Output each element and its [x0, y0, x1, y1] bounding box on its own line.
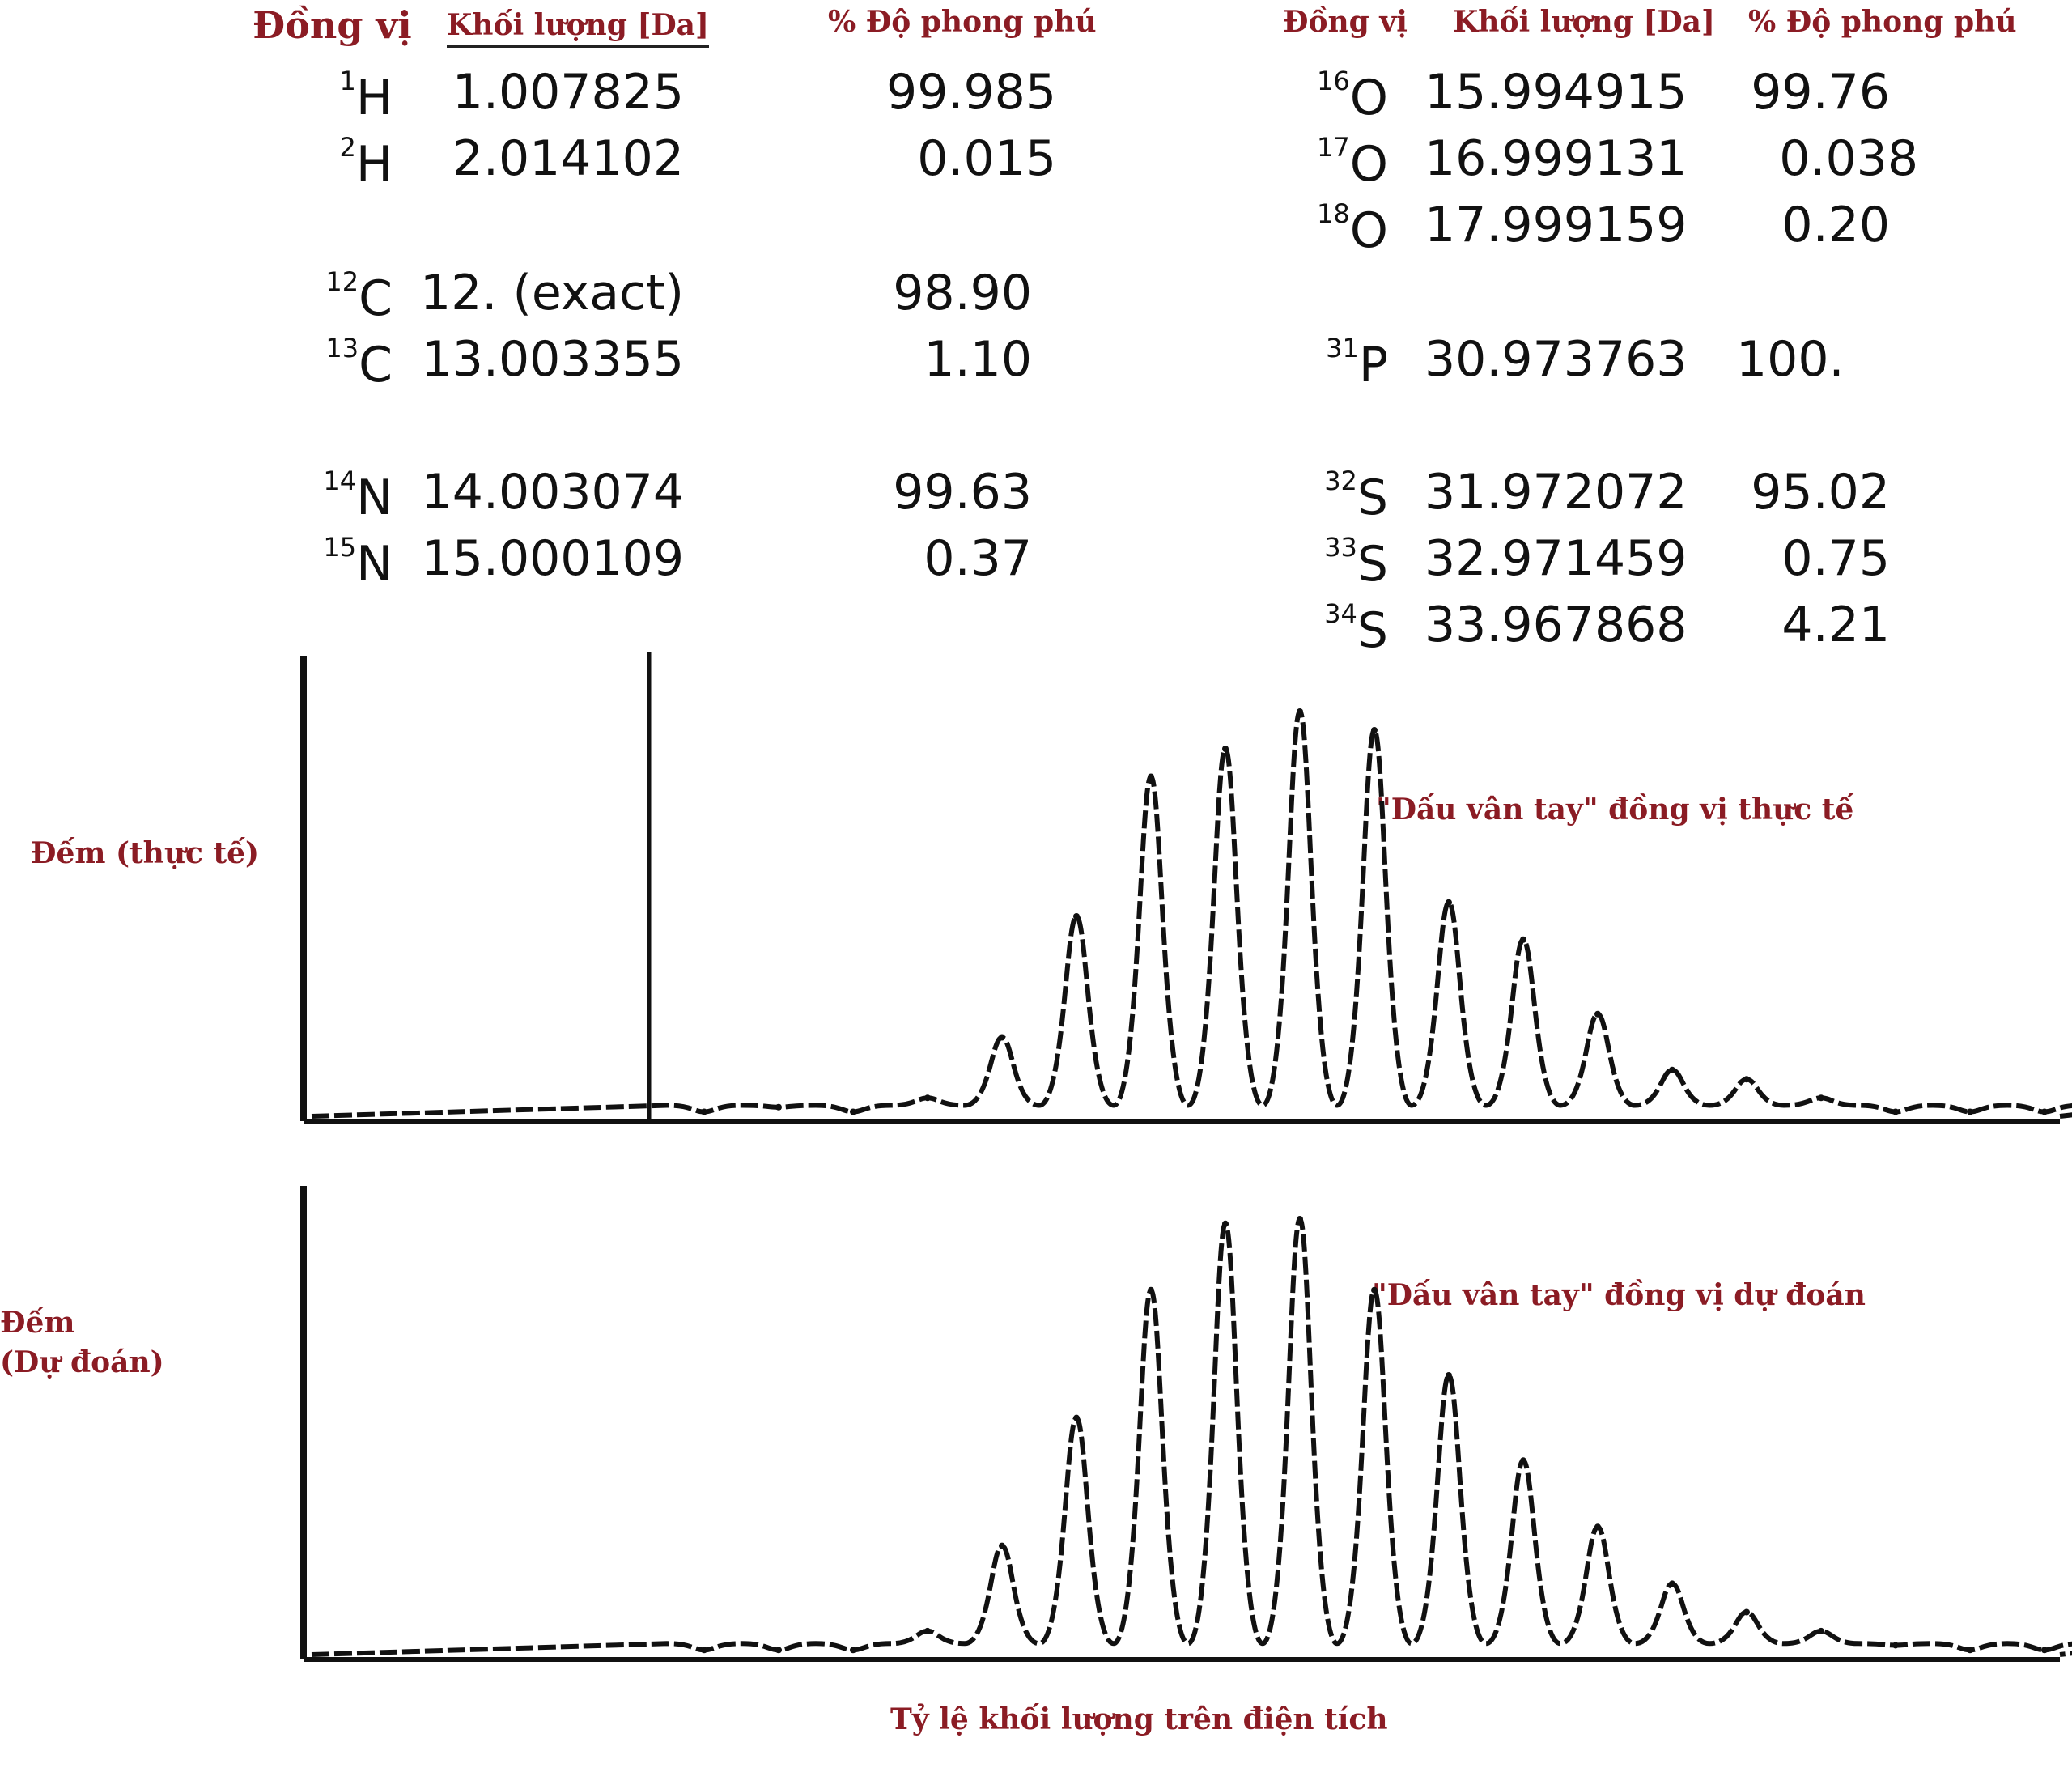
peak-point — [775, 1647, 782, 1654]
isotope-symbol: 2H — [339, 132, 393, 193]
peak-point — [1892, 1642, 1899, 1649]
right-header-mass: Khối lượng [Da] — [1453, 5, 1716, 39]
isotope-abundance: 0.37 — [923, 530, 1032, 587]
peak-point — [1446, 899, 1452, 906]
isotope-mass: 2.014102 — [452, 130, 684, 187]
isotope-symbol: 18O — [1317, 198, 1388, 259]
peak-point — [1073, 1414, 1080, 1421]
peak-point — [1297, 708, 1303, 715]
peak-point — [924, 1094, 931, 1102]
peak-point — [1073, 913, 1080, 920]
isotope-symbol: 34S — [1324, 598, 1388, 659]
x-axis-label: Tỷ lệ khối lượng trên điện tích — [890, 1702, 1388, 1736]
peak-point — [1222, 746, 1229, 752]
peak-point — [1669, 1066, 1675, 1073]
peak-point — [924, 1627, 931, 1634]
isotope-mass: 16.999131 — [1424, 130, 1688, 187]
isotope-mass: 1.007825 — [452, 64, 684, 121]
left-header-isotope: Đồng vị — [253, 3, 412, 47]
isotope-mass: 15.000109 — [421, 530, 684, 587]
peak-point — [1297, 1215, 1303, 1222]
isotope-abundance: 99.76 — [1751, 64, 1890, 121]
peak-point — [1669, 1580, 1675, 1587]
peak-point — [1520, 936, 1526, 943]
isotope-symbol: 16O — [1317, 66, 1388, 126]
isotope-abundance: 98.90 — [893, 265, 1032, 321]
isotope-mass: 12. (exact) — [420, 265, 684, 321]
peak-point — [701, 1647, 707, 1654]
spectrum-line — [311, 709, 2072, 1119]
right-header-abundance: % Độ phong phú — [1748, 5, 2017, 39]
peak-point — [1967, 1108, 1973, 1115]
isotope-mass: 32.971459 — [1424, 530, 1688, 587]
isotope-abundance: 0.038 — [1779, 130, 1918, 187]
peak-point — [1967, 1647, 1973, 1654]
isotope-abundance: 99.63 — [893, 464, 1032, 521]
isotope-mass: 31.972072 — [1424, 464, 1688, 521]
isotope-abundance: 95.02 — [1751, 464, 1890, 521]
peak-point — [1594, 1010, 1601, 1018]
isotope-symbol: 17O — [1317, 132, 1388, 193]
left-header-abundance: % Độ phong phú — [828, 5, 1097, 39]
isotope-abundance: 1.10 — [923, 331, 1032, 388]
peak-point — [999, 1542, 1005, 1549]
isotope-symbol: 31P — [1326, 333, 1388, 393]
peak-point — [999, 1034, 1005, 1041]
peak-point — [1371, 727, 1378, 733]
peak-point — [1148, 773, 1154, 780]
left-header-mass: Khối lượng [Da] — [447, 8, 710, 48]
predicted-ylabel: Đếm (Dự đoán) — [0, 1306, 164, 1379]
isotope-symbol: 33S — [1324, 532, 1388, 593]
peak-point — [1818, 1627, 1824, 1634]
peak-point — [2041, 1647, 2048, 1654]
isotope-abundance: 0.75 — [1781, 530, 1890, 587]
peak-point — [1743, 1076, 1750, 1083]
peak-point — [1743, 1608, 1750, 1616]
peak-point — [850, 1647, 856, 1654]
right-header-isotope: Đồng vị — [1283, 5, 1408, 39]
isotope-symbol: 12C — [325, 266, 393, 327]
peak-point — [2041, 1108, 2048, 1115]
isotope-abundance: 4.21 — [1781, 597, 1890, 653]
actual-ylabel: Đếm (thực tế) — [31, 836, 260, 870]
predicted-annotation: "Dấu vân tay" đồng vị dự đoán — [1372, 1278, 1866, 1312]
peak-point — [1892, 1108, 1899, 1115]
isotope-mass: 15.994915 — [1424, 64, 1688, 121]
actual-annotation: "Dấu vân tay" đồng vị thực tế — [1376, 793, 1854, 827]
isotope-mass: 17.999159 — [1424, 197, 1688, 253]
isotope-mass: 33.967868 — [1424, 597, 1688, 653]
isotope-mass: 13.003355 — [421, 331, 684, 388]
isotope-abundance: 100. — [1736, 331, 1845, 388]
peak-point — [1148, 1286, 1154, 1294]
peak-point — [1818, 1094, 1824, 1102]
isotope-symbol: 14N — [323, 465, 393, 526]
peak-point — [1222, 1220, 1229, 1227]
spectrum-line — [311, 1216, 2072, 1657]
peak-point — [850, 1108, 856, 1115]
isotope-symbol: 32S — [1324, 465, 1388, 526]
isotope-abundance: 0.015 — [917, 130, 1056, 187]
isotope-symbol: 15N — [323, 532, 393, 593]
peak-point — [1520, 1457, 1526, 1464]
isotope-abundance: 99.985 — [886, 64, 1056, 121]
isotope-symbol: 13C — [325, 333, 393, 393]
isotope-mass: 30.973763 — [1424, 331, 1688, 388]
isotope-symbol: 1H — [339, 66, 393, 126]
peak-point — [1594, 1523, 1601, 1531]
isotope-abundance: 0.20 — [1781, 197, 1890, 253]
peak-point — [775, 1103, 782, 1111]
peak-point — [1371, 1286, 1378, 1294]
isotope-mass: 14.003074 — [421, 464, 684, 521]
peak-point — [701, 1108, 707, 1115]
peak-point — [1446, 1372, 1452, 1379]
